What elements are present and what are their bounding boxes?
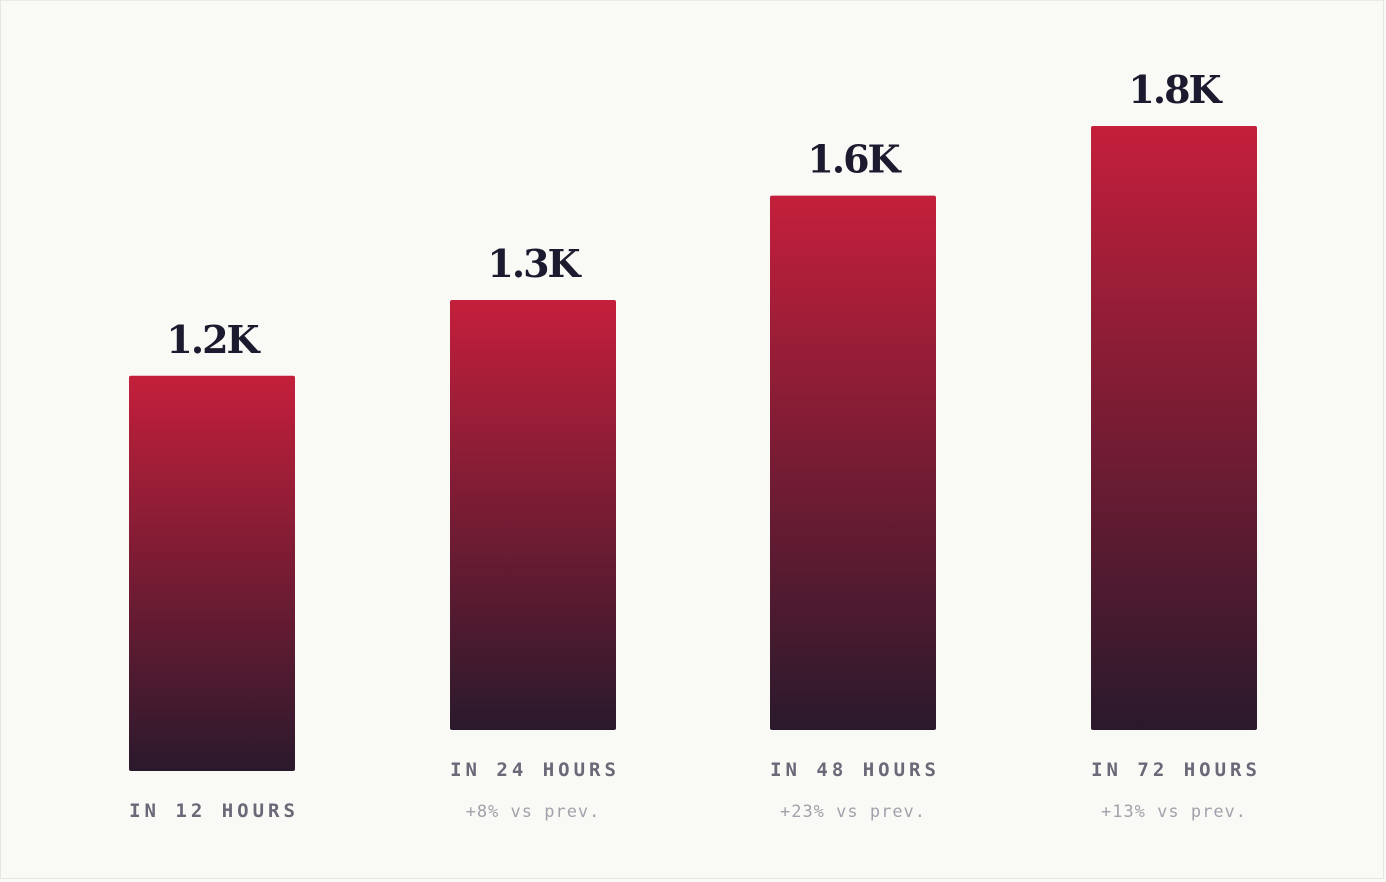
bar-in-72-hours [1091,126,1257,730]
value-label-in-12-hours: 1.2K [166,317,261,362]
bars-group: 1.2K IN 12 HOURS 1.3K IN 24 HOURS +8% vs pre… [129,67,1261,822]
value-label-in-24-hours: 1.3K [487,241,582,286]
bar-in-12-hours [129,375,295,771]
delta-label-in-72-hours: +13% vs prev. [1101,802,1247,822]
category-label-in-48-hours: IN 48 HOURS [770,759,940,781]
category-label-in-24-hours: IN 24 HOURS [450,759,620,781]
category-label-in-12-hours: IN 12 HOURS [129,800,299,822]
value-label-in-72-hours: 1.8K [1128,67,1223,112]
category-label-in-72-hours: IN 72 HOURS [1091,759,1261,781]
delta-label-in-24-hours: +8% vs prev. [466,802,601,822]
bar-in-48-hours [770,195,936,731]
delta-label-in-48-hours: +23% vs prev. [780,802,926,822]
bar-in-24-hours [450,300,616,730]
value-label-in-48-hours: 1.6K [807,137,902,182]
